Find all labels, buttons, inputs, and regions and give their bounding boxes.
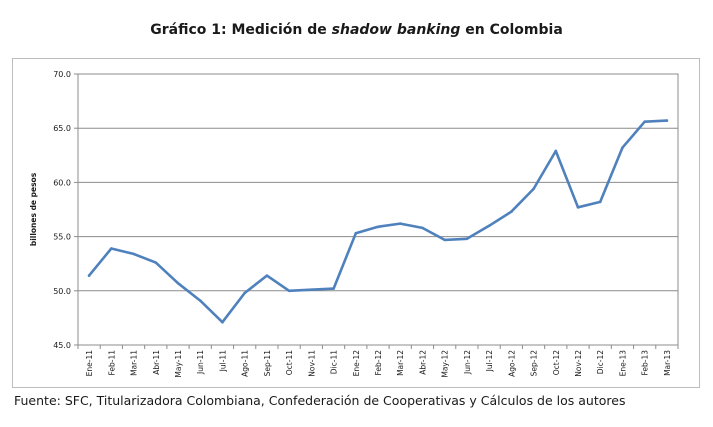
data-point	[87, 274, 91, 277]
data-point	[465, 237, 469, 241]
data-point	[421, 226, 424, 230]
x-tick-label: Feb-11	[107, 350, 116, 376]
plot-area	[77, 73, 679, 346]
x-tick-label: Jul-11	[218, 350, 227, 373]
data-point	[487, 224, 491, 228]
data-point	[532, 187, 535, 191]
data-point	[287, 289, 291, 293]
x-tick-label: Ene-11	[85, 350, 94, 377]
x-tick-label: Dic-12	[596, 350, 605, 374]
y-tick-label: 60.0	[53, 178, 71, 187]
x-tick-label: Dic-11	[330, 350, 339, 374]
y-tick-label: 55.0	[53, 233, 71, 242]
data-point	[221, 320, 224, 324]
x-tick-label: Abr-12	[418, 350, 427, 375]
chart-title-italic: shadow banking	[331, 22, 461, 38]
chart-title-suffix: en Colombia	[460, 22, 563, 38]
data-point	[310, 288, 313, 292]
data-point	[398, 222, 402, 225]
x-tick-label: Feb-13	[641, 350, 650, 376]
chart-title: Gráfico 1: Medición de shadow banking en…	[0, 22, 713, 38]
chart-frame	[12, 58, 700, 388]
y-tick-label: 45.0	[53, 341, 71, 350]
y-axis-label: billones de pesos	[29, 172, 38, 246]
x-tick-label: May-12	[441, 350, 450, 378]
x-tick-label: Oct-12	[552, 350, 561, 375]
data-point	[643, 120, 646, 123]
data-point	[132, 252, 135, 256]
x-tick-label: Ago-12	[507, 350, 516, 377]
x-tick-label: Mar-13	[663, 350, 672, 376]
data-point	[665, 119, 669, 122]
data-point	[554, 149, 558, 153]
data-point	[332, 287, 335, 290]
data-point	[198, 299, 202, 302]
data-point	[510, 210, 513, 213]
data-point	[176, 281, 180, 285]
x-tick-label: Jun-11	[196, 350, 205, 375]
data-point	[265, 274, 269, 277]
data-point	[243, 291, 246, 295]
x-tick-label: May-11	[174, 350, 183, 378]
data-point	[576, 206, 580, 209]
x-tick-label: Mar-11	[130, 350, 139, 376]
data-point	[376, 225, 380, 229]
x-tick-label: Jul-12	[485, 350, 494, 373]
x-tick-label: Ene-13	[618, 350, 627, 377]
x-tick-label: Feb-12	[374, 350, 383, 376]
x-tick-label: Ago-11	[241, 350, 250, 377]
data-point	[443, 238, 446, 242]
y-tick-label: 50.0	[53, 287, 71, 296]
x-tick-label: Nov-12	[574, 350, 583, 377]
x-tick-label: Abr-11	[152, 350, 161, 375]
x-tick-label: Oct-11	[285, 350, 294, 375]
x-tick-label: Jun-12	[463, 350, 472, 375]
x-tick-label: Ene-12	[352, 350, 361, 377]
source-note: Fuente: SFC, Titularizadora Colombiana, …	[14, 393, 626, 408]
y-tick-label: 65.0	[53, 124, 71, 133]
data-point	[110, 247, 113, 250]
y-tick-label: 70.0	[53, 70, 71, 79]
data-point	[354, 232, 358, 235]
x-tick-label: Mar-12	[396, 350, 405, 376]
series-line	[87, 119, 669, 324]
chart-title-prefix: Gráfico 1: Medición de	[150, 22, 332, 38]
data-point	[621, 146, 624, 150]
data-point	[154, 261, 158, 264]
x-tick-label: Nov-11	[307, 350, 316, 377]
data-point	[598, 200, 602, 204]
x-tick-label: Sep-11	[263, 350, 272, 377]
x-tick-label: Sep-12	[530, 350, 539, 377]
